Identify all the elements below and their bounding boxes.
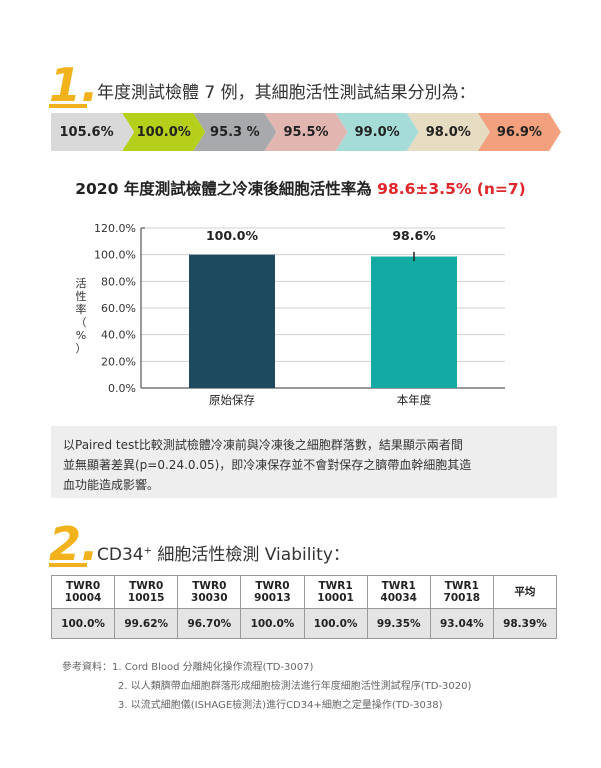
references: 參考資料：1. Cord Blood 分離純化操作流程(TD-3007) 2. …	[62, 658, 471, 715]
section-2-underline	[49, 563, 87, 567]
section-2-title-sup: +	[143, 545, 152, 557]
y-tick-label: 20.0%	[101, 355, 136, 368]
table-cell: 99.62%	[114, 608, 179, 639]
section-1-title: 年度測試檢體 7 例，其細胞活性測試結果分別為：	[97, 83, 476, 103]
table-header-cell: TWR1 40034	[366, 575, 431, 609]
table-cell: 93.04%	[429, 608, 494, 639]
chevron-value-7: 96.9%	[477, 113, 561, 151]
chart-heading-highlight: 98.6±3.5% (n=7)	[377, 180, 526, 198]
chart-bars	[189, 251, 457, 388]
table-row: 100.0% 99.62% 96.70% 100.0% 100.0% 99.35% 93.0…	[50, 608, 558, 639]
table-cell: 100.0%	[303, 608, 368, 639]
section-1-underline	[49, 104, 87, 108]
y-tick-label: 0.0%	[108, 382, 136, 395]
x-tick-label-2: 本年度	[397, 393, 432, 407]
bar-2	[371, 256, 457, 388]
section-2-title: CD34+ 細胞活性檢測 Viability：	[97, 540, 350, 565]
chevron-value-3: 95.3 %	[193, 113, 277, 151]
chevron-value-5: 99.0%	[335, 113, 419, 151]
section-2-title-pre: CD34	[97, 545, 144, 565]
table-cell: 100.0%	[50, 608, 116, 639]
table-header-cell: TWR0 10004	[50, 575, 116, 609]
references-label: 參考資料：	[62, 662, 112, 673]
table-cell: 99.35%	[366, 608, 431, 639]
table-cell: 100.0%	[240, 608, 305, 639]
viability-bar-chart: 0.0% 20.0% 40.0% 60.0% 80.0% 100.0% 120.0% 100…	[94, 222, 505, 407]
y-tick-label: 40.0%	[101, 329, 136, 342]
chevron-value-4: 95.5%	[264, 113, 348, 151]
chart-labels: 100.0% 原始保存 98.6% 本年度	[206, 228, 436, 407]
note-line-1: 以Paired test比較測試檢體冷凍前與冷凍後之細胞群落數，結果顯示兩者間	[63, 438, 463, 452]
reference-item-1: 參考資料：1. Cord Blood 分離純化操作流程(TD-3007)	[62, 662, 314, 673]
table-cell: 98.39%	[492, 608, 558, 639]
section-1-number: 1.	[49, 58, 99, 112]
note-line-2: 並無顯著差異(p=0.24.0.05)，即冷凍保存並不會對保存之臍帶血幹細胞其造	[63, 458, 472, 472]
table-header-cell: TWR1 10001	[303, 575, 368, 609]
chevron-value-1: 105.6%	[51, 113, 135, 151]
table-header-cell: TWR0 90013	[240, 575, 305, 609]
data-label-2: 98.6%	[392, 228, 436, 243]
y-tick-label: 120.0%	[94, 222, 136, 235]
chart-y-axis-label: 活性率（%）	[75, 277, 87, 355]
chart-heading-main: 2020 年度測試檢體之冷凍後細胞活性率為	[75, 180, 378, 198]
y-tick-label: 60.0%	[101, 302, 136, 315]
y-tick-label: 80.0%	[101, 275, 136, 288]
bar-1	[189, 254, 275, 388]
table-header-cell: TWR0 30030	[177, 575, 242, 609]
reference-item-3: 3. 以流式細胞儀(ISHAGE檢測法)進行CD34+細胞之定量操作(TD-30…	[118, 700, 443, 711]
table-cell: 96.70%	[177, 608, 242, 639]
chart-heading: 2020 年度測試檢體之冷凍後細胞活性率為 98.6±3.5% (n=7)	[0, 177, 601, 199]
section-2-number: 2.	[49, 517, 99, 571]
data-label-1: 100.0%	[206, 228, 259, 243]
x-tick-label-1: 原始保存	[209, 393, 255, 407]
table-header-cell: TWR0 10015	[114, 575, 179, 609]
table-header-cell: 平均	[492, 575, 558, 609]
viability-table: TWR0 10004 TWR0 10015 TWR0 30030 TWR0 90013 TWR1…	[50, 575, 558, 639]
section-2-title-post: 細胞活性檢測 Viability：	[151, 545, 350, 565]
reference-item-2: 2. 以人類臍帶血細胞群落形成細胞檢測法進行年度細胞活性測試程序(TD-3020…	[118, 681, 472, 692]
table-header-cell: TWR1 70018	[429, 575, 494, 609]
chevron-value-2: 100.0%	[122, 113, 206, 151]
table-header-row: TWR0 10004 TWR0 10015 TWR0 30030 TWR0 90013 TWR1…	[50, 575, 558, 609]
y-tick-label: 100.0%	[94, 249, 136, 262]
chevron-value-6: 98.0%	[406, 113, 490, 151]
statistics-note: 以Paired test比較測試檢體冷凍前與冷凍後之細胞群落數，結果顯示兩者間 …	[51, 426, 557, 498]
viability-chevron-row: 105.6% 100.0% 95.3 % 95.5% 99.0% 98.0% 96.9%	[51, 113, 561, 151]
note-line-3: 血功能造成影響。	[63, 478, 160, 492]
